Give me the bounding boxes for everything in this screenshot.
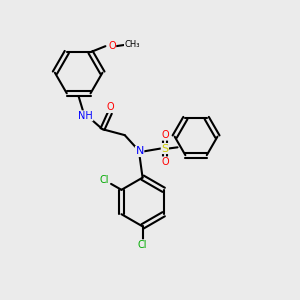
Text: O: O (161, 130, 169, 140)
Text: O: O (106, 103, 114, 112)
Text: O: O (108, 41, 116, 51)
Text: S: S (161, 143, 168, 154)
Text: O: O (161, 157, 169, 167)
Text: CH₃: CH₃ (124, 40, 140, 49)
Text: NH: NH (78, 111, 93, 121)
Text: Cl: Cl (138, 240, 147, 250)
Text: N: N (135, 146, 144, 157)
Text: Cl: Cl (100, 175, 109, 185)
